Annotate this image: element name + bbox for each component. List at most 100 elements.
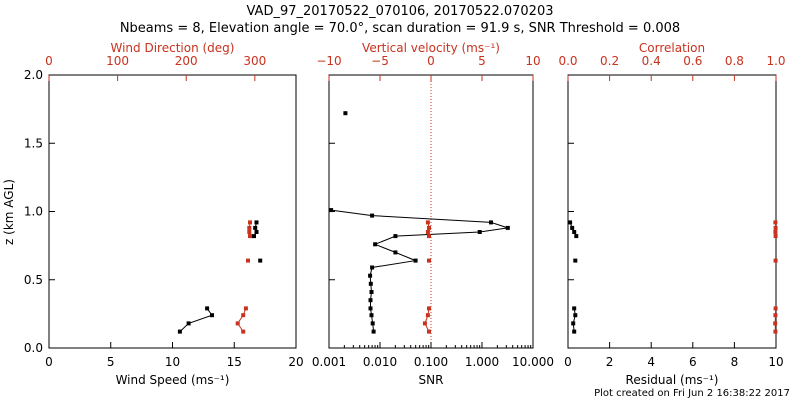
data-point (369, 290, 374, 294)
data-point (253, 225, 258, 230)
series-wind-direction (235, 220, 252, 334)
series-line (572, 308, 576, 332)
top-tick-label: 0 (427, 54, 435, 68)
series-line (248, 222, 251, 237)
y-tick-label: 2.0 (24, 68, 43, 82)
data-point (570, 225, 575, 230)
bottom-tick-label: 5 (107, 355, 115, 369)
top-tick-label: 0.6 (683, 54, 702, 68)
chart-title: VAD_97_20170522_070106, 20170522.070203 (247, 4, 554, 19)
bottom-tick-label: 4 (647, 355, 655, 369)
data-point (241, 313, 246, 318)
data-point (248, 234, 252, 239)
data-point (210, 313, 214, 318)
data-point (574, 234, 579, 239)
bottom-tick-label: 0 (45, 355, 53, 369)
data-point (252, 234, 256, 239)
data-point (773, 329, 778, 334)
data-point (425, 220, 430, 225)
data-point (186, 321, 191, 326)
data-point (368, 273, 373, 278)
top-tick-label: 0 (45, 54, 53, 68)
top-tick-label: 10 (525, 54, 540, 68)
data-point (425, 230, 430, 234)
data-point (773, 225, 778, 230)
bottom-tick-label: 10.000 (512, 355, 554, 369)
y-tick-label: 1.0 (24, 205, 43, 219)
data-point (427, 329, 431, 334)
bottom-tick-label: 0.010 (363, 355, 397, 369)
data-point (773, 220, 778, 225)
panel-vertical: 0.001 0.010 0.100 1.000 10.000 SNR −10 −5 0 5 10 Ve… (312, 41, 554, 387)
data-point (368, 281, 373, 286)
bottom-tick-label: 0.100 (414, 355, 448, 369)
y-tick-label: 0.0 (24, 341, 43, 355)
bottom-tick-label: 2 (606, 355, 614, 369)
bottom-tick-label: 10 (165, 355, 180, 369)
data-point (246, 258, 250, 263)
series-line (424, 308, 430, 332)
top-tick-label: 100 (106, 54, 129, 68)
bottom-axis-label: SNR (419, 373, 444, 387)
data-point (205, 306, 210, 311)
top-tick-label: 0.2 (600, 54, 619, 68)
data-point (489, 220, 493, 225)
data-point (505, 225, 510, 230)
data-point (427, 258, 431, 263)
data-point (370, 265, 375, 270)
top-axis-label: Correlation (639, 41, 705, 55)
data-point (773, 234, 778, 239)
data-point (370, 213, 375, 218)
y-tick-label: 0.5 (24, 273, 43, 287)
top-axis-label: Vertical velocity (ms⁻¹) (362, 41, 500, 55)
data-point (427, 234, 431, 239)
data-point (371, 329, 376, 334)
data-point (370, 321, 375, 326)
data-point (393, 250, 398, 255)
data-point (254, 230, 259, 234)
data-point (572, 329, 577, 334)
data-point (247, 230, 252, 234)
data-point (177, 329, 182, 334)
y-tick-label: 1.5 (24, 136, 43, 150)
top-tick-label: −10 (316, 54, 341, 68)
series-line (331, 209, 508, 332)
data-point (568, 220, 573, 225)
data-point (571, 321, 576, 326)
y-axis-label: z (km AGL) (2, 179, 16, 245)
data-point (243, 306, 248, 311)
data-point (368, 306, 373, 311)
data-point (427, 306, 431, 311)
bottom-tick-label: 10 (768, 355, 783, 369)
series-line (179, 308, 213, 332)
data-point (248, 220, 252, 225)
top-tick-label: 0.8 (725, 54, 744, 68)
bottom-axis-label: Wind Speed (ms⁻¹) (116, 373, 230, 387)
bottom-tick-label: 6 (689, 355, 697, 369)
top-tick-label: 200 (175, 54, 198, 68)
series-correlation (773, 220, 778, 334)
top-tick-label: 0.4 (642, 54, 661, 68)
data-point (393, 234, 398, 239)
data-point (368, 298, 373, 303)
series-residual (568, 220, 579, 334)
panel-wind: 0 5 10 15 20 Wind Speed (ms⁻¹) 0 100 200 300 Wind … (24, 41, 304, 387)
top-tick-label: 0.0 (558, 54, 577, 68)
top-tick-label: 5 (478, 54, 486, 68)
data-point (773, 321, 778, 326)
top-tick-label: 300 (243, 54, 266, 68)
data-point (343, 111, 348, 116)
series-vertical-velocity (422, 220, 431, 334)
data-point (573, 313, 578, 318)
series-line (427, 222, 430, 237)
data-point (773, 258, 778, 263)
bottom-tick-label: 8 (731, 355, 739, 369)
data-point (329, 208, 334, 213)
series-line (237, 308, 247, 332)
data-point (369, 313, 374, 318)
data-point (773, 306, 778, 311)
series-snr (329, 111, 510, 334)
bottom-tick-label: 20 (288, 355, 303, 369)
